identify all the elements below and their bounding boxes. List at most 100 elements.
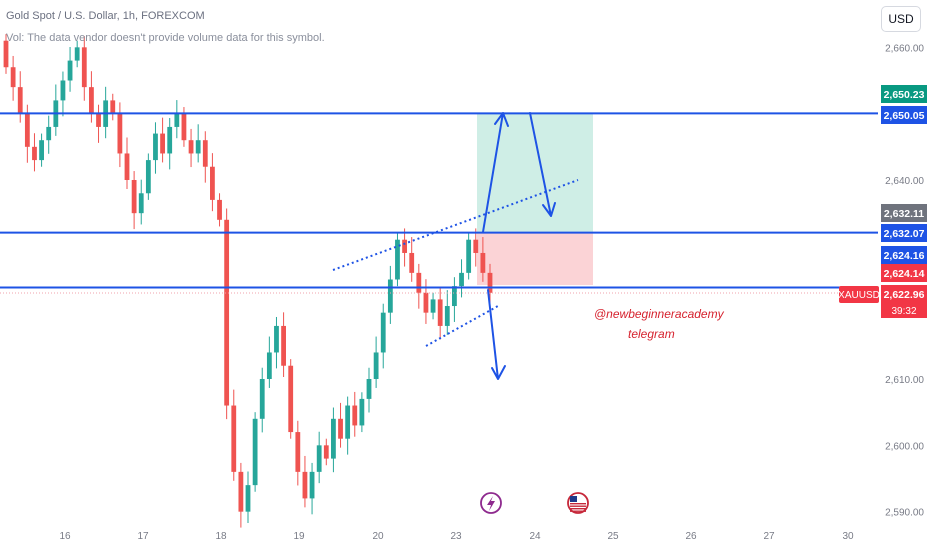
- candle: [224, 219, 230, 406]
- candle: [437, 299, 443, 326]
- candle: [366, 379, 372, 399]
- arrow-down-after-target[interactable]: [529, 112, 556, 217]
- arrow-down-breakdown[interactable]: [487, 289, 506, 380]
- candle: [96, 113, 101, 127]
- x-tick-label: 25: [607, 531, 619, 542]
- candle: [380, 312, 386, 353]
- volume-note: Vol: The data vendor doesn't provide vol…: [6, 32, 325, 44]
- arrow-up-target[interactable]: [482, 112, 509, 233]
- candle: [210, 166, 215, 200]
- y-tick-label: 2,640.00: [885, 176, 924, 187]
- candle: [373, 352, 379, 379]
- candle: [74, 47, 80, 61]
- candle: [480, 252, 486, 273]
- y-tick-label: 2,600.00: [885, 441, 924, 452]
- price-label: [881, 285, 927, 303]
- candle: [17, 87, 23, 114]
- price-label: [881, 224, 927, 242]
- price-label-text: 2,632.07: [884, 228, 925, 240]
- candle: [252, 418, 258, 486]
- currency-button[interactable]: USD: [881, 6, 921, 32]
- candle: [81, 47, 87, 88]
- candle: [202, 140, 208, 167]
- price-label: [881, 85, 927, 103]
- price-label: [881, 204, 927, 222]
- candle: [32, 146, 37, 161]
- y-tick-label: 2,660.00: [885, 43, 924, 54]
- candle: [160, 133, 165, 154]
- us-flag-icon[interactable]: [567, 492, 589, 514]
- annotation-handle: @newbeginneracademy: [594, 307, 724, 321]
- candle: [217, 199, 222, 220]
- candle: [331, 418, 336, 459]
- price-label-text: 2,622.96: [884, 289, 925, 301]
- candle: [145, 160, 151, 194]
- countdown-text: 39:32: [891, 306, 916, 317]
- chart-title: Gold Spot / U.S. Dollar, 1h, FOREXCOM: [6, 10, 205, 22]
- candle: [416, 272, 422, 293]
- x-tick-label: 20: [372, 531, 384, 542]
- x-tick-label: 17: [137, 531, 149, 542]
- price-label: [881, 106, 927, 124]
- y-tick-label: 2,610.00: [885, 375, 924, 386]
- candle: [487, 272, 493, 293]
- candle: [452, 286, 457, 307]
- candle: [188, 140, 194, 154]
- candle: [231, 405, 237, 472]
- candle: [466, 239, 472, 273]
- candle: [345, 405, 351, 439]
- symbol-badge: [839, 286, 879, 303]
- candle: [387, 279, 393, 313]
- stop-zone[interactable]: [477, 232, 593, 286]
- price-label-text: 2,624.14: [884, 268, 925, 280]
- candle: [117, 113, 123, 154]
- candle: [473, 239, 479, 253]
- candle: [444, 306, 450, 326]
- candle: [67, 60, 73, 81]
- price-label: [881, 264, 927, 282]
- y-tick-label: 2,590.00: [885, 508, 924, 519]
- candle: [245, 485, 251, 512]
- candle: [316, 445, 322, 472]
- candle: [89, 87, 94, 114]
- candle: [409, 252, 415, 273]
- symbol-badge-text: XAUUSD: [838, 290, 880, 301]
- candle: [131, 180, 137, 214]
- candle: [24, 113, 30, 147]
- candle: [323, 445, 329, 459]
- x-tick-label: 26: [685, 531, 697, 542]
- candle: [124, 153, 130, 180]
- candle: [3, 40, 9, 68]
- candle: [138, 193, 144, 214]
- candle: [10, 67, 16, 88]
- candle: [39, 140, 44, 161]
- candle: [167, 126, 173, 154]
- candle: [459, 272, 464, 287]
- candle: [359, 398, 365, 426]
- candle: [281, 325, 286, 366]
- candle: [259, 379, 265, 419]
- price-label-text: 2,650.23: [884, 89, 925, 101]
- countdown-badge: [881, 303, 927, 318]
- candle: [423, 292, 429, 313]
- candle: [238, 471, 244, 512]
- candle: [266, 352, 272, 379]
- target-zone[interactable]: [477, 113, 593, 233]
- lightning-icon[interactable]: [480, 492, 502, 514]
- candle: [153, 133, 158, 161]
- candle: [295, 432, 301, 472]
- candle: [302, 471, 308, 499]
- candle: [395, 239, 400, 280]
- x-tick-label: 27: [763, 531, 775, 542]
- candle: [110, 100, 116, 114]
- channel-lower-line[interactable]: [425, 305, 499, 347]
- candle: [60, 80, 66, 101]
- channel-upper-line[interactable]: [332, 179, 579, 271]
- candle: [46, 126, 52, 141]
- candle: [430, 299, 436, 313]
- x-tick-label: 24: [529, 531, 541, 542]
- candle: [195, 140, 201, 154]
- x-tick-label: 16: [59, 531, 71, 542]
